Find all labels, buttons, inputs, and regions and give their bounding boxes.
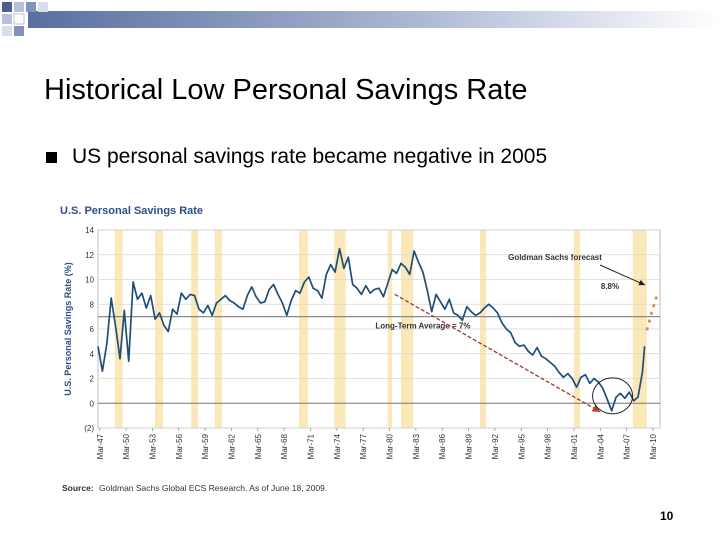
x-tick-label: Mar-07 — [623, 433, 632, 459]
page-number: 10 — [660, 509, 674, 523]
bullet-text: US personal savings rate became negative… — [72, 145, 548, 168]
y-tick-label: 6 — [90, 325, 95, 334]
source-prefix: Source: — [62, 483, 94, 493]
forecast-line — [645, 293, 659, 331]
x-tick-label: Mar-98 — [544, 433, 553, 459]
source-text: Goldman Sachs Global ECS Research. As of… — [99, 483, 327, 493]
x-tick-label: Mar-10 — [649, 433, 658, 459]
x-tick-label: Mar-71 — [307, 433, 316, 459]
x-tick-label: Mar-77 — [359, 433, 368, 459]
long-term-average: Long-Term Average = 7% — [98, 316, 660, 331]
x-tick-label: Mar-89 — [465, 433, 474, 459]
slide-title: Historical Low Personal Savings Rate — [44, 74, 528, 106]
y-tick-label: 4 — [90, 350, 95, 359]
x-tick-label: Mar-83 — [412, 433, 421, 459]
x-tick-label: Mar-95 — [517, 433, 526, 459]
y-tick-label: 12 — [85, 251, 94, 260]
trend-arrow — [394, 293, 601, 413]
y-axis-label: U.S. Personal Savings Rate (%) — [63, 262, 73, 396]
trend-line — [394, 293, 601, 413]
x-axis-ticks: Mar-47 Mar-50 Mar-53 Mar-56 Mar-59 Mar-62 Mar-… — [96, 428, 658, 459]
source-note: Source: Goldman Sachs Global ECS Researc… — [62, 483, 327, 493]
x-tick-label: Mar-59 — [201, 433, 210, 459]
y-axis-ticks: (2) 0 2 4 6 8 10 12 14 — [84, 226, 94, 433]
gridlines — [98, 229, 660, 429]
x-tick-label: Mar-68 — [280, 433, 289, 459]
x-tick-label: Mar-65 — [254, 433, 263, 459]
x-tick-label: Mar-74 — [333, 433, 342, 459]
x-tick-label: Mar-80 — [386, 433, 395, 459]
x-tick-label: Mar-04 — [596, 433, 605, 459]
chart-title: U.S. Personal Savings Rate — [60, 205, 203, 217]
average-label: Long-Term Average = 7% — [375, 322, 470, 331]
x-tick-label: Mar-62 — [227, 433, 236, 459]
x-tick-label: Mar-56 — [175, 433, 184, 459]
y-tick-label: 0 — [90, 399, 95, 408]
forecast-label: Goldman Sachs forecast — [508, 253, 602, 262]
x-tick-label: Mar-50 — [122, 433, 131, 459]
x-tick-label: Mar-86 — [438, 433, 447, 459]
x-tick-label: Mar-47 — [96, 433, 105, 459]
x-tick-label: Mar-92 — [491, 433, 500, 459]
y-tick-label: 14 — [85, 226, 94, 235]
negative-savings-highlight — [592, 377, 634, 415]
savings-rate-line — [97, 247, 646, 412]
x-tick-label: Mar-53 — [148, 433, 157, 459]
annotations: Goldman Sachs forecast 8.8% — [508, 253, 646, 415]
series-layer — [97, 247, 659, 412]
y-tick-label: 10 — [85, 276, 94, 285]
header-decoration — [2, 2, 720, 36]
x-tick-label: Mar-01 — [570, 433, 579, 459]
y-tick-label: 8 — [90, 300, 95, 309]
forecast-arrow — [599, 264, 646, 286]
y-tick-label: 2 — [90, 375, 95, 384]
forecast-value-label: 8.8% — [601, 282, 619, 291]
bullet-marker — [46, 152, 57, 163]
y-tick-label: (2) — [84, 424, 94, 433]
